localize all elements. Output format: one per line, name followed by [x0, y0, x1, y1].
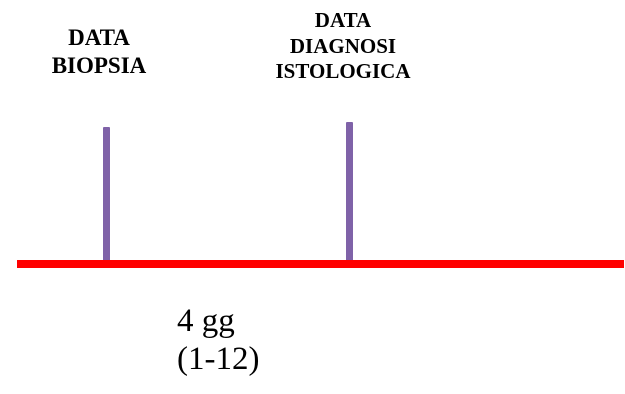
interval-range: (1-12) — [177, 341, 260, 378]
biopsy-date-label: DATA BIOPSIA — [20, 24, 178, 80]
timeline-axis — [17, 260, 624, 268]
histology-label-line-1: DATA — [314, 8, 372, 32]
histology-label-line-3: ISTOLOGICA — [275, 59, 411, 84]
biopsy-marker — [103, 127, 110, 266]
biopsy-label-line-2: BIOPSIA — [51, 53, 147, 79]
histology-label-line-2: DIAGNOSI — [289, 33, 397, 58]
interval-value: 4 gg — [177, 303, 235, 339]
histology-date-label: DATA DIAGNOSI ISTOLOGICA — [248, 8, 438, 85]
interval-label: 4 gg (1-12) — [177, 302, 259, 379]
biopsy-label-line-1: DATA — [68, 25, 130, 50]
histology-marker — [346, 122, 353, 264]
